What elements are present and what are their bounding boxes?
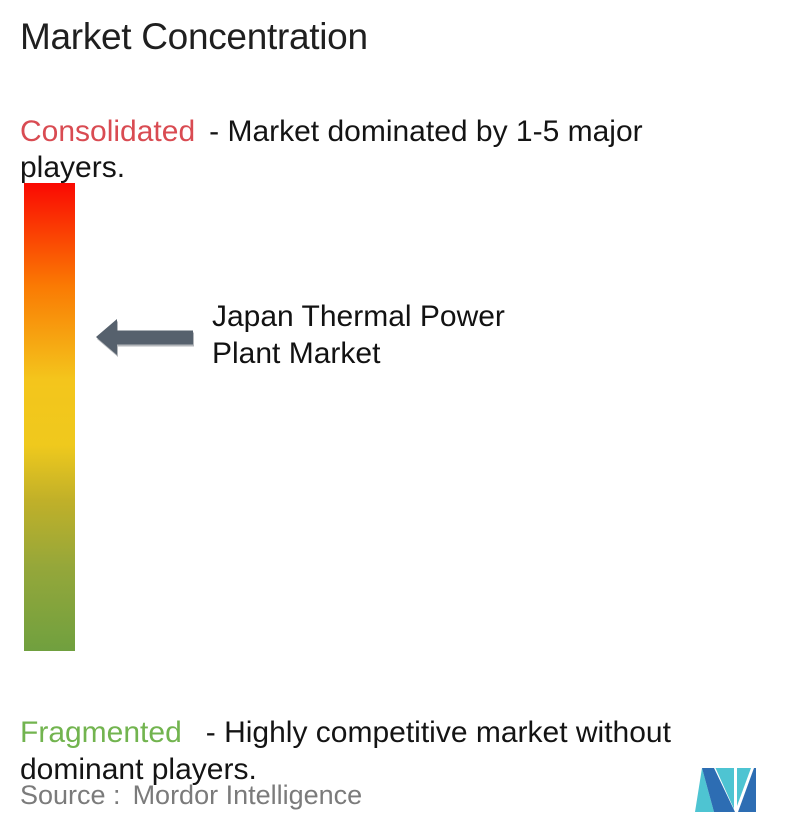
consolidated-term: Consolidated xyxy=(20,115,196,148)
page-title: Market Concentration xyxy=(20,16,368,57)
consolidated-description: - Market dominated by 1-5 major players. xyxy=(20,115,643,184)
consolidated-text: Consolidated - Market dominated by 1-5 ma… xyxy=(20,114,732,186)
fragmented-description: - Highly competitive market without domi… xyxy=(20,716,671,786)
concentration-gradient-bar xyxy=(24,183,75,651)
left-arrow-icon xyxy=(96,319,193,355)
fragmented-text: Fragmented - Highly competitive market wi… xyxy=(20,714,792,788)
source-label: Source : xyxy=(20,780,121,810)
fragmented-term: Fragmented xyxy=(20,716,182,749)
source-line: Source : Mordor Intelligence xyxy=(20,780,362,811)
source-value: Mordor Intelligence xyxy=(132,780,363,810)
pointer-arrow xyxy=(96,319,193,355)
gauge-market-label: Japan Thermal Power Plant Market xyxy=(212,300,505,370)
mordor-intelligence-logo-icon xyxy=(692,766,756,812)
